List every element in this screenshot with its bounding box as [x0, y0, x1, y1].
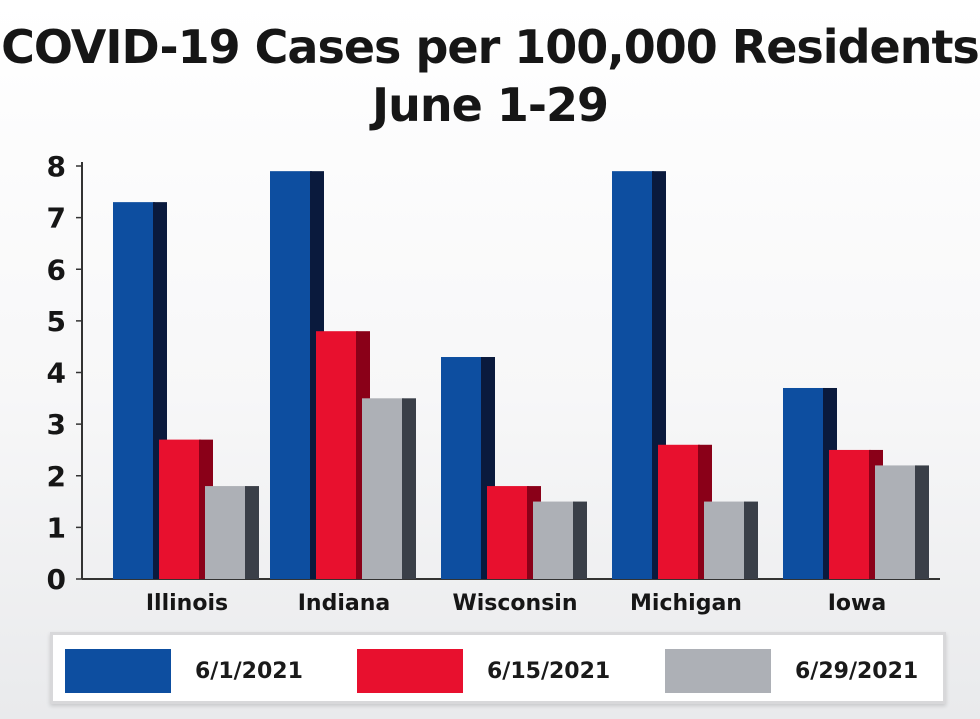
bar-side	[573, 501, 587, 579]
bar	[829, 449, 871, 579]
x-tick-label: Iowa	[828, 591, 886, 616]
y-tick-label: 3	[47, 408, 66, 441]
x-tick-label: Illinois	[146, 591, 228, 616]
y-tick-label: 0	[47, 563, 66, 596]
bar-side	[245, 486, 259, 579]
legend-label: 6/15/2021	[487, 659, 611, 684]
bar	[658, 444, 700, 579]
bar	[704, 501, 746, 579]
chart-title: COVID-19 Cases per 100,000 Residents	[1, 20, 980, 74]
legend-label: 6/1/2021	[195, 659, 303, 684]
x-tick-label: Michigan	[630, 591, 742, 616]
legend-swatch-red	[357, 649, 463, 693]
legend-swatch-gray	[665, 649, 771, 693]
bar	[316, 331, 358, 579]
bar	[159, 439, 201, 579]
bar	[113, 202, 155, 579]
bar-side	[402, 398, 416, 579]
bar	[612, 171, 654, 579]
y-tick-label: 6	[47, 253, 66, 286]
bar-chart: 0 1 2 3 4 5 6 7 8 Illinois Indiana Wisconsin Michiga…	[47, 150, 940, 616]
labels: 0 1 2 3 4 5 6 7 8 Illinois Indiana Wisconsin Michiga…	[47, 150, 887, 616]
legend: 6/1/2021 6/15/2021 6/29/2021	[50, 632, 946, 704]
bar	[875, 465, 917, 579]
bars	[113, 171, 929, 579]
x-tick-label: Indiana	[298, 591, 391, 616]
bar	[783, 387, 825, 579]
legend-swatch-blue	[65, 649, 171, 693]
chart-subtitle: June 1-29	[372, 78, 609, 132]
y-tick-label: 1	[47, 511, 66, 544]
bar	[270, 171, 312, 579]
y-tick-label: 8	[47, 150, 66, 183]
bar-side	[915, 465, 929, 579]
bar	[487, 486, 529, 579]
bar-side	[744, 501, 758, 579]
bar	[205, 486, 247, 579]
y-tick-label: 7	[47, 202, 66, 235]
bar	[441, 357, 483, 579]
y-tick-label: 4	[47, 357, 66, 390]
y-tick-label: 5	[47, 305, 66, 338]
x-tick-label: Wisconsin	[452, 591, 577, 616]
bar	[533, 501, 575, 579]
y-tick-label: 2	[47, 460, 66, 493]
bar	[362, 398, 404, 579]
legend-label: 6/29/2021	[795, 659, 919, 684]
